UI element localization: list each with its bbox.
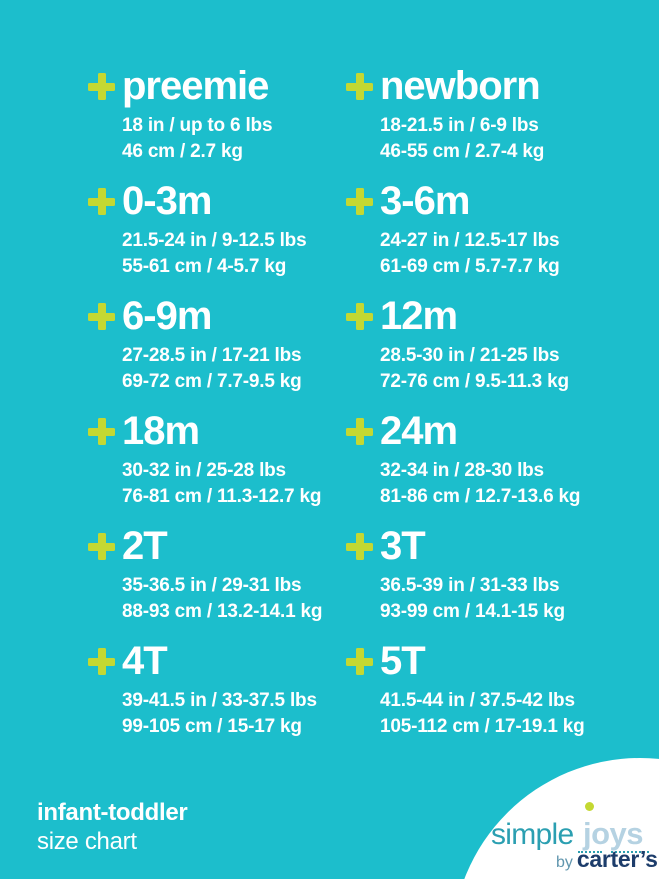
logo-byline: by carter’s ™ — [556, 846, 659, 873]
size-metric-range: 46 cm / 2.7 kg — [122, 141, 243, 162]
size-heading: 5T — [346, 641, 636, 681]
size-entry: 0-3m 21.5-24 in / 9-12.5 lbs 55-61 cm / … — [88, 175, 346, 290]
size-imperial-range: 27-28.5 in / 17-21 lbs — [122, 345, 302, 366]
size-heading: 6-9m — [88, 296, 346, 336]
logo-simple-text: simple — [491, 818, 574, 851]
size-imperial-range: 39-41.5 in / 33-37.5 lbs — [122, 690, 317, 711]
size-label: 24m — [380, 409, 458, 453]
size-metric-range: 105-112 cm / 17-19.1 kg — [380, 716, 585, 737]
size-imperial-range: 21.5-24 in / 9-12.5 lbs — [122, 230, 307, 251]
size-grid: preemie 18 in / up to 6 lbs 46 cm / 2.7 … — [88, 60, 636, 750]
dotted-underline-icon — [611, 851, 649, 853]
size-entry: preemie 18 in / up to 6 lbs 46 cm / 2.7 … — [88, 60, 346, 175]
size-entry: 3T 36.5-39 in / 31-33 lbs 93-99 cm / 14.… — [346, 520, 636, 635]
size-heading: 12m — [346, 296, 636, 336]
size-imperial-range: 30-32 in / 25-28 lbs — [122, 460, 286, 481]
footer: infant-toddler size chart — [37, 799, 188, 856]
dotted-underline-icon — [578, 851, 602, 853]
size-heading: 0-3m — [88, 181, 346, 221]
size-entry: 2T 35-36.5 in / 29-31 lbs 88-93 cm / 13.… — [88, 520, 346, 635]
plus-icon — [346, 187, 373, 215]
plus-icon — [346, 302, 373, 330]
plus-icon — [88, 187, 115, 215]
size-entry: 6-9m 27-28.5 in / 17-21 lbs 69-72 cm / 7… — [88, 290, 346, 405]
size-imperial-range: 18 in / up to 6 lbs — [122, 115, 273, 136]
size-imperial-range: 18-21.5 in / 6-9 lbs — [380, 115, 539, 136]
size-heading: newborn — [346, 66, 636, 106]
size-metric-range: 99-105 cm / 15-17 kg — [122, 716, 302, 737]
size-label: 0-3m — [122, 179, 212, 223]
size-metric-range: 81-86 cm / 12.7-13.6 kg — [380, 486, 581, 507]
size-metric-range: 76-81 cm / 11.3-12.7 kg — [122, 486, 322, 507]
size-heading: 24m — [346, 411, 636, 451]
size-label: 3T — [380, 524, 426, 568]
size-label: 12m — [380, 294, 458, 338]
size-metric-range: 46-55 cm / 2.7-4 kg — [380, 141, 545, 162]
size-imperial-range: 32-34 in / 28-30 lbs — [380, 460, 544, 481]
size-heading: 3T — [346, 526, 636, 566]
size-imperial-range: 36.5-39 in / 31-33 lbs — [380, 575, 560, 596]
size-heading: 18m — [88, 411, 346, 451]
logo-carters-text: carter’s — [576, 846, 658, 872]
plus-icon — [88, 647, 115, 675]
size-imperial-range: 35-36.5 in / 29-31 lbs — [122, 575, 302, 596]
size-metric-range: 72-76 cm / 9.5-11.3 kg — [380, 371, 569, 392]
size-label: 4T — [122, 639, 168, 683]
plus-icon — [88, 302, 115, 330]
size-entry: 5T 41.5-44 in / 37.5-42 lbs 105-112 cm /… — [346, 635, 636, 750]
chart-subtitle: size chart — [37, 828, 137, 855]
plus-icon — [346, 532, 373, 560]
size-label: 5T — [380, 639, 426, 683]
size-metric-range: 69-72 cm / 7.7-9.5 kg — [122, 371, 302, 392]
size-heading: 2T — [88, 526, 346, 566]
plus-icon — [346, 417, 373, 445]
logo-j-dot-icon — [585, 802, 594, 811]
size-imperial-range: 24-27 in / 12.5-17 lbs — [380, 230, 560, 251]
size-entry: 24m 32-34 in / 28-30 lbs 81-86 cm / 12.7… — [346, 405, 636, 520]
size-label: preemie — [122, 64, 269, 108]
size-label: 2T — [122, 524, 168, 568]
plus-icon — [346, 647, 373, 675]
size-heading: 3-6m — [346, 181, 636, 221]
plus-icon — [88, 72, 115, 100]
size-heading: preemie — [88, 66, 346, 106]
size-metric-range: 93-99 cm / 14.1-15 kg — [380, 601, 565, 622]
size-metric-range: 88-93 cm / 13.2-14.1 kg — [122, 601, 323, 622]
plus-icon — [346, 72, 373, 100]
size-entry: 18m 30-32 in / 25-28 lbs 76-81 cm / 11.3… — [88, 405, 346, 520]
size-label: 18m — [122, 409, 200, 453]
logo-by-text: by — [556, 854, 573, 871]
size-heading: 4T — [88, 641, 346, 681]
size-label: 6-9m — [122, 294, 212, 338]
size-label: 3-6m — [380, 179, 470, 223]
size-entry: 3-6m 24-27 in / 12.5-17 lbs 61-69 cm / 5… — [346, 175, 636, 290]
logo-joys-text: joys — [583, 816, 644, 851]
size-metric-range: 55-61 cm / 4-5.7 kg — [122, 256, 287, 277]
plus-icon — [88, 532, 115, 560]
size-entry: 4T 39-41.5 in / 33-37.5 lbs 99-105 cm / … — [88, 635, 346, 750]
size-imperial-range: 28.5-30 in / 21-25 lbs — [380, 345, 560, 366]
size-entry: newborn 18-21.5 in / 6-9 lbs 46-55 cm / … — [346, 60, 636, 175]
chart-title: infant-toddler — [37, 799, 188, 826]
size-label: newborn — [380, 64, 541, 108]
plus-icon — [88, 417, 115, 445]
size-imperial-range: 41.5-44 in / 37.5-42 lbs — [380, 690, 575, 711]
size-entry: 12m 28.5-30 in / 21-25 lbs 72-76 cm / 9.… — [346, 290, 636, 405]
size-metric-range: 61-69 cm / 5.7-7.7 kg — [380, 256, 560, 277]
